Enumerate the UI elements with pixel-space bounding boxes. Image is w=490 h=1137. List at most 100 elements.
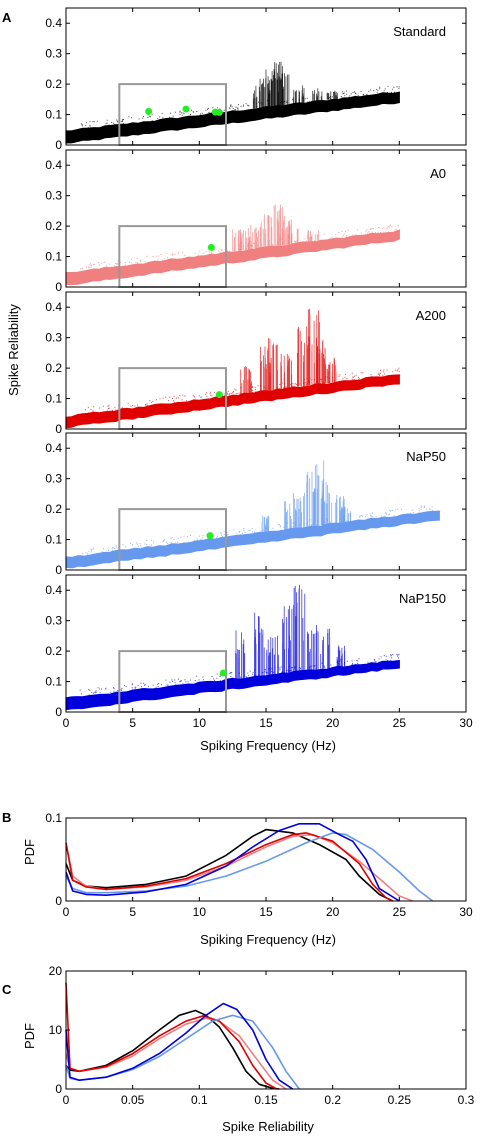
nap50-ytick-label: 0.2 <box>45 502 62 516</box>
nap50-spike-cluster <box>306 471 319 527</box>
nap150-spike-cluster <box>293 584 306 672</box>
standard-spike-cluster <box>252 82 264 109</box>
standard-ytick-label: 0.1 <box>45 108 62 122</box>
nap150-spike-cluster <box>320 628 331 669</box>
standard-green-marker <box>215 108 223 116</box>
nap150-spike-cluster <box>307 625 319 671</box>
standard-green-marker <box>182 105 190 113</box>
nap50-ytick-label: 0.1 <box>45 533 62 547</box>
panel-c-y-label: PDF <box>22 1023 37 1049</box>
a0-density-band <box>65 229 400 286</box>
panel-a-y-label: Spike Reliability <box>6 304 21 396</box>
pdf-frequency-xtick-label: 25 <box>393 905 407 919</box>
a200-spike-cluster <box>280 353 293 389</box>
a200-ytick-label: 0.2 <box>45 361 62 375</box>
a0-green-marker <box>207 243 215 251</box>
a0-spike-cluster <box>307 230 319 242</box>
nap50-spike-cluster <box>261 515 270 533</box>
nap150-ytick-label: 0.1 <box>45 675 62 689</box>
nap150-spike-cluster <box>282 605 293 674</box>
pdf-reliability-xtick-label: 0.3 <box>458 1093 475 1107</box>
nap150-spike-cluster <box>336 645 346 668</box>
pdf-reliability-ytick-label: 10 <box>49 1023 63 1037</box>
nap150-xtick-label: 25 <box>393 716 407 730</box>
nap50-ytick-label: 0.3 <box>45 472 62 486</box>
a0-ytick-label: 0.4 <box>45 158 62 172</box>
pdf-reliability-series-line <box>65 1002 294 1090</box>
standard-ytick-label: 0 <box>55 138 62 152</box>
panel-b-x-label: Spiking Frequency (Hz) <box>200 932 336 947</box>
pdf-reliability-xtick-label: 0.2 <box>324 1093 341 1107</box>
nap150-spike-cluster <box>266 635 279 675</box>
pdf-frequency-series-line <box>65 833 413 902</box>
a200-spike-cluster <box>297 326 310 387</box>
nap50-spike-cluster <box>293 492 305 529</box>
panel-c-x-label: Spike Reliability <box>222 1119 314 1134</box>
pdf-frequency-plot: 0 0.1 0 5 10 15 20 25 30 <box>45 811 473 919</box>
pdf-frequency-series-line <box>65 823 400 902</box>
nap150-xtick-label: 0 <box>63 716 70 730</box>
a200-spike-cluster <box>240 366 252 394</box>
standard-spike-cluster <box>277 72 290 106</box>
pdf-frequency-xtick-label: 30 <box>459 905 473 919</box>
standard-spike-cluster <box>312 88 323 102</box>
nap150-ytick-label: 0.2 <box>45 644 62 658</box>
nap50-spike-cluster <box>340 506 352 523</box>
pdf-frequency-xtick-label: 20 <box>326 905 340 919</box>
a0-spike-cluster <box>273 204 283 247</box>
a200-ytick-label: 0.4 <box>45 300 62 314</box>
nap150-density-band <box>65 659 400 711</box>
panel-a-x-label: Spiking Frequency (Hz) <box>200 738 336 753</box>
a0-spike-cluster <box>232 229 242 252</box>
a0-ytick-label: 0 <box>55 280 62 294</box>
a200-green-marker <box>215 391 223 399</box>
panel-b-y-label: PDF <box>22 839 37 865</box>
panel-letter-a: A <box>2 10 12 25</box>
pdf-reliability-xtick-label: 0 <box>63 1093 70 1107</box>
nap50-spike-cluster <box>284 501 296 530</box>
nap50-ytick-label: 0.4 <box>45 441 62 455</box>
standard-green-marker <box>145 108 153 116</box>
standard-ytick-label: 0.2 <box>45 77 62 91</box>
pdf-frequency-xtick-label: 15 <box>259 905 273 919</box>
pdf-frequency-xtick-label: 5 <box>129 905 136 919</box>
nap50-spike-cluster <box>313 460 325 526</box>
pdf-reliability-plot: 0 10 20 0 0.05 0.1 0.15 0.2 0.25 0.3 <box>49 964 475 1107</box>
nap50-label: NaP50 <box>406 449 446 464</box>
nap50-spike-cluster <box>320 479 333 525</box>
pdf-frequency-xtick-label: 0 <box>63 905 70 919</box>
standard-ytick-label: 0.4 <box>45 16 62 30</box>
nap50-green-marker <box>206 532 214 540</box>
pdf-reliability-xtick-label: 0.15 <box>254 1093 278 1107</box>
a0-spike-cluster <box>287 219 299 245</box>
nap150-green-marker <box>219 669 227 677</box>
a200-spike-cluster <box>267 338 278 391</box>
standard-label: Standard <box>393 24 446 39</box>
a200-ytick-label: 0.3 <box>45 331 62 345</box>
nap150-ytick-label: 0.3 <box>45 614 62 628</box>
scatter-subplot-a200: 0 0.1 0.2 0.3 0.4 A200 <box>45 291 467 436</box>
nap150-ytick-label: 0 <box>55 705 62 719</box>
pdf-reliability-ytick-label: 0 <box>55 1082 62 1096</box>
pdf-reliability-xtick-label: 0.1 <box>191 1093 208 1107</box>
nap150-xtick-label: 30 <box>459 716 473 730</box>
a200-label: A200 <box>416 308 446 323</box>
nap150-xtick-label: 10 <box>193 716 207 730</box>
nap150-spike-cluster <box>235 630 246 679</box>
panel-letter-b: B <box>2 810 11 825</box>
nap150-ytick-label: 0.4 <box>45 583 62 597</box>
pdf-frequency-ytick-label: 0 <box>55 894 62 908</box>
pdf-frequency-ytick-label: 0.1 <box>45 811 62 825</box>
pdf-frequency-series-line <box>65 832 434 902</box>
scatter-subplot-standard: 0 0.1 0.2 0.3 0.4 Standard <box>45 7 467 152</box>
a0-ytick-label: 0.3 <box>45 189 62 203</box>
a200-ytick-label: 0 <box>55 422 62 436</box>
a0-spike-cluster <box>247 224 259 250</box>
pdf-reliability-series-line <box>65 982 278 1090</box>
nap150-xtick-label: 15 <box>259 716 273 730</box>
scatter-subplot-nap150: 0 0.1 0.2 0.3 0.4 0 5 10 15 20 25 30 NaP150 <box>45 574 473 730</box>
nap150-spike-cluster <box>254 612 265 677</box>
nap150-xtick-label: 20 <box>326 716 340 730</box>
a0-spike-cluster <box>259 214 273 248</box>
